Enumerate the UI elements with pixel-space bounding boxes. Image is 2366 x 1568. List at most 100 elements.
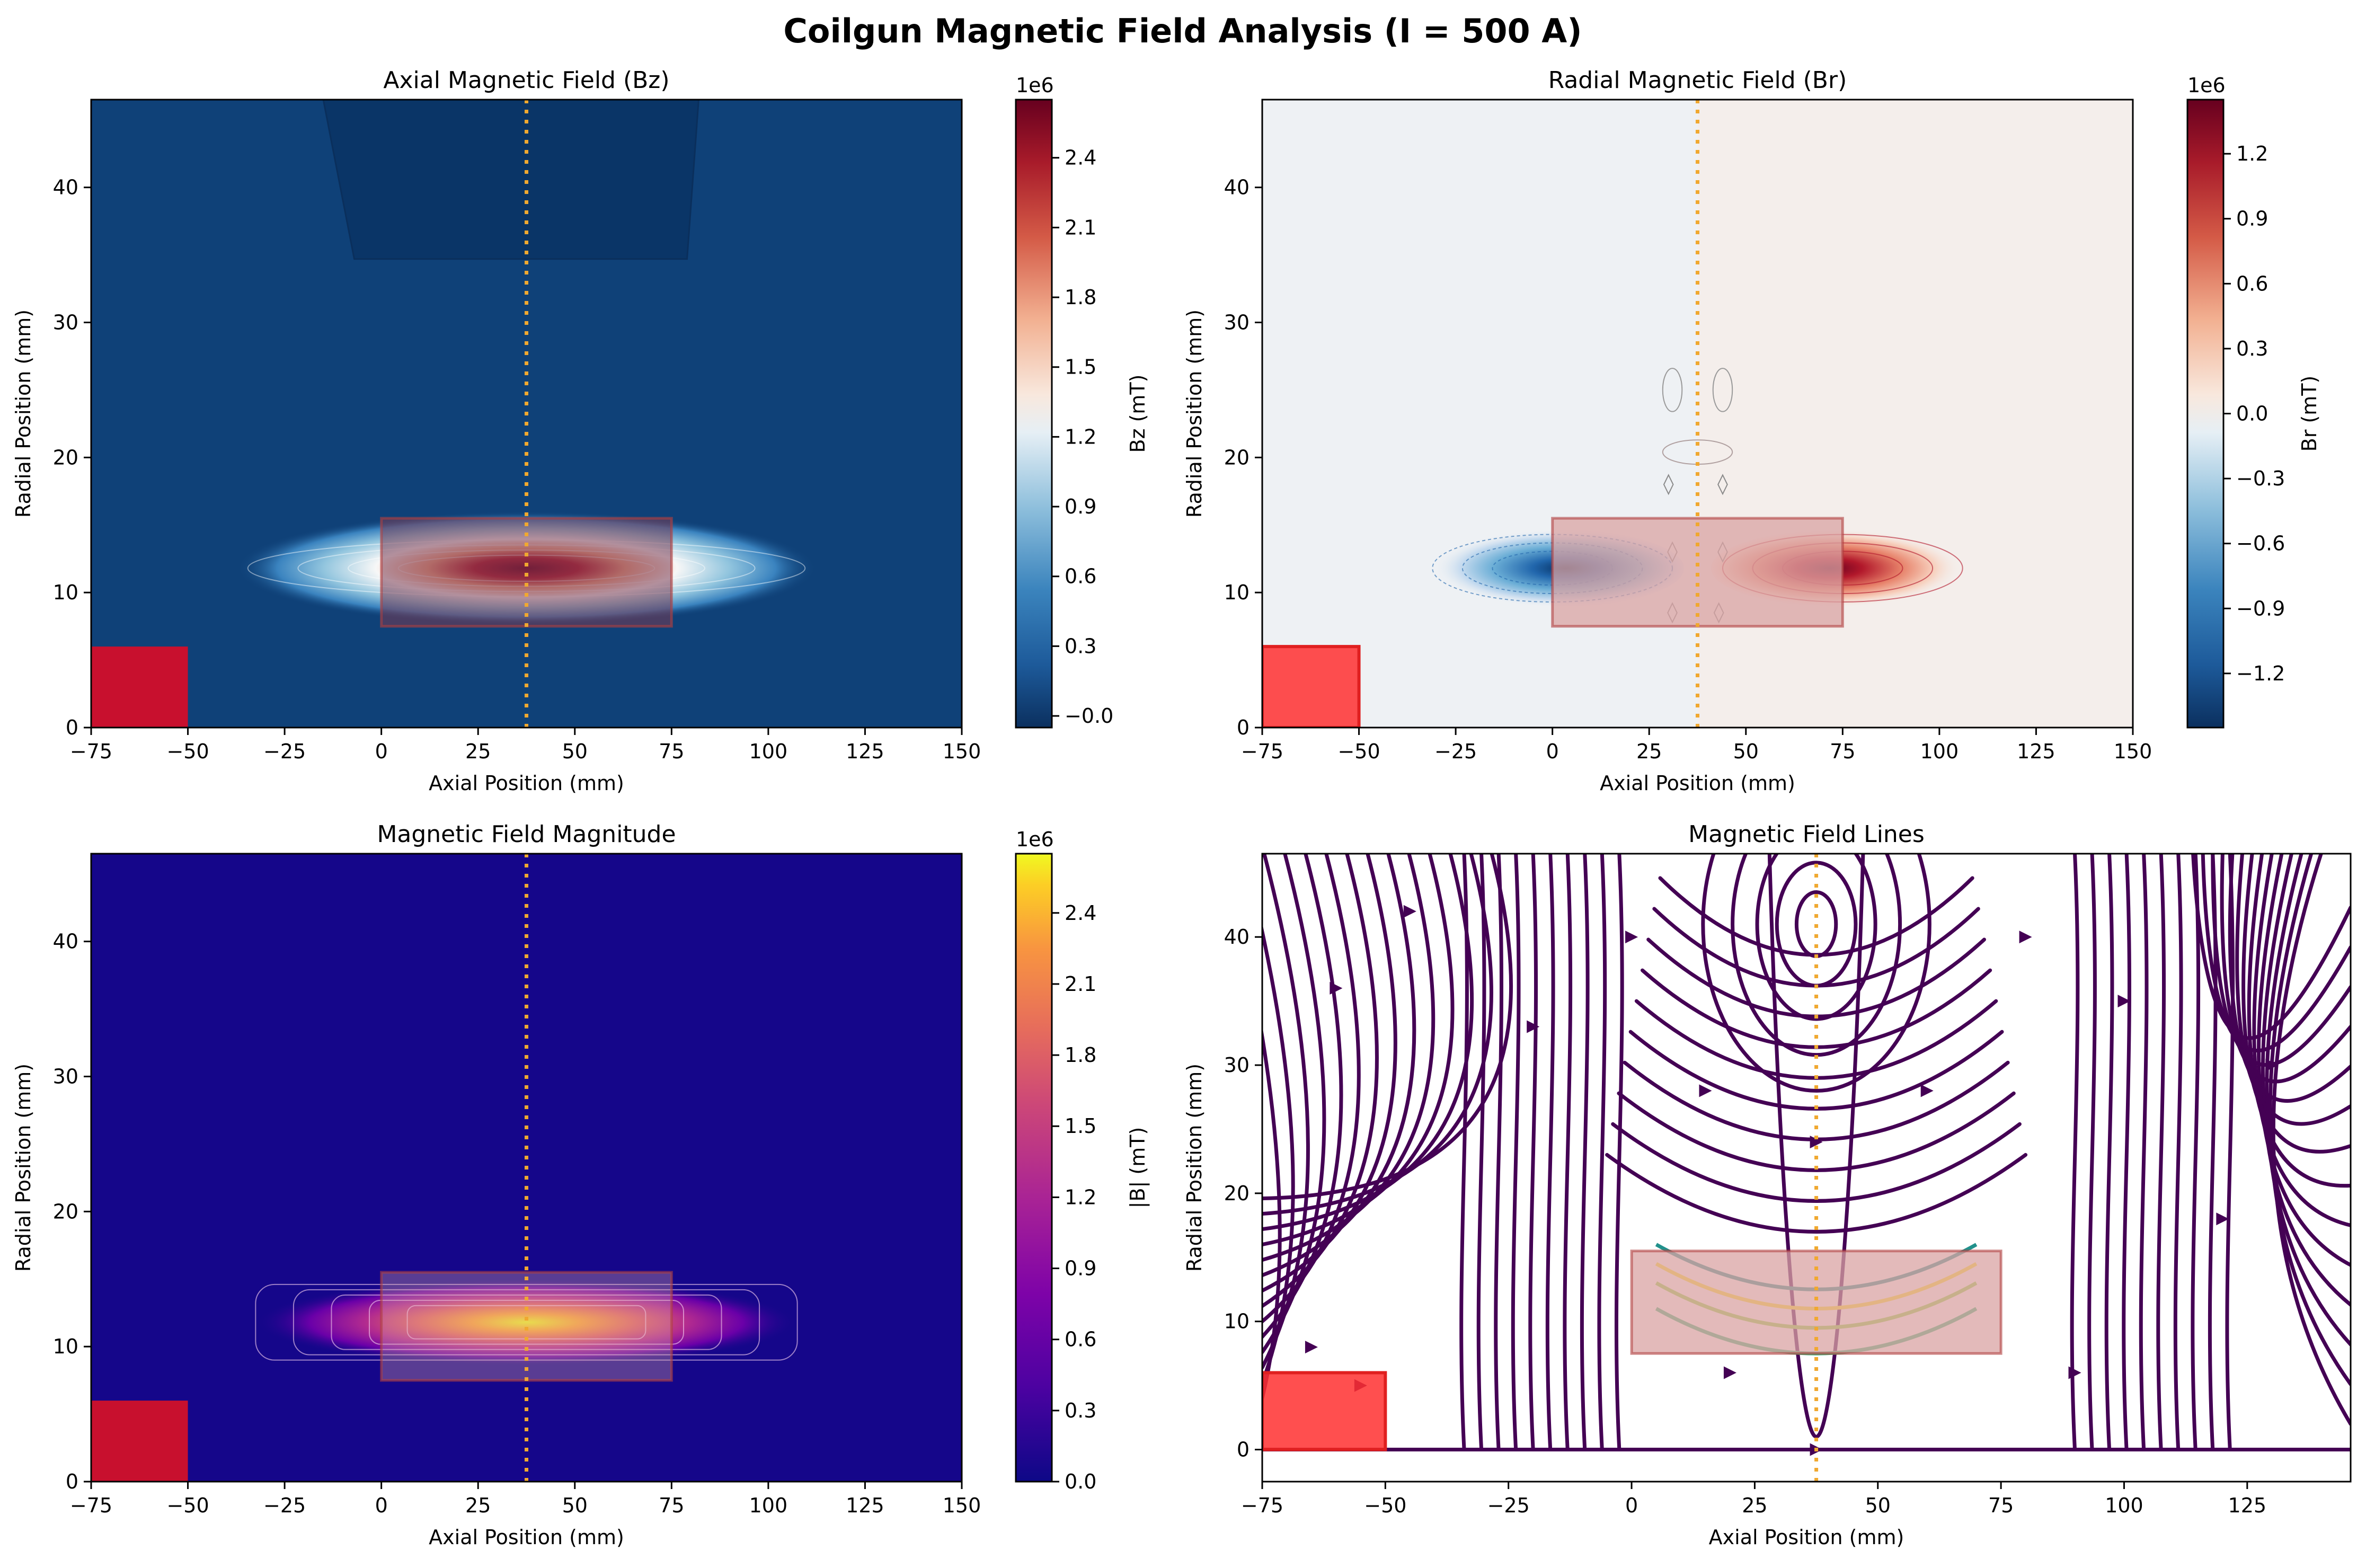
colorbar <box>1015 99 1053 729</box>
colorbar-tick-label: −0.9 <box>2236 597 2285 620</box>
x-tick-label: 50 <box>562 1494 588 1517</box>
colorbar-tick-label: −0.0 <box>1065 704 1113 728</box>
panel-title: Axial Magnetic Field (Bz) <box>383 67 669 94</box>
x-tick-label: −75 <box>1241 1494 1283 1517</box>
stream-arrow <box>2019 931 2032 944</box>
x-tick-label: −75 <box>70 1494 112 1517</box>
x-tick-label: 125 <box>846 740 884 763</box>
streamline <box>1580 854 1590 1452</box>
y-tick-label: 20 <box>1224 1182 1250 1205</box>
colorbar-tick-label: 0.3 <box>1065 1399 1096 1422</box>
y-tick-label: 30 <box>53 1065 78 1088</box>
stream-arrow <box>2265 1059 2279 1072</box>
colorbar-tick-label: 0.6 <box>1065 565 1096 588</box>
contour-artifact <box>1662 368 1683 412</box>
colorbar-tick-label: 0.0 <box>2236 402 2268 426</box>
colorbar-label: |B| (mT) <box>1126 1127 1150 1209</box>
streamline-loop <box>1731 854 1902 1057</box>
x-tick-label: 25 <box>1742 1494 1767 1517</box>
colorbar-offset: 1e6 <box>2187 74 2226 97</box>
streamline <box>2122 854 2131 1452</box>
x-tick-label: −50 <box>1364 1494 1406 1517</box>
y-tick-label: 10 <box>53 1335 78 1358</box>
streamline <box>1528 854 1538 1452</box>
x-tick-label: 0 <box>1546 740 1559 763</box>
colorbar-tick-label: 2.1 <box>1065 216 1096 239</box>
streamline <box>2220 854 2351 1084</box>
x-tick-label: 75 <box>659 740 684 763</box>
panel-title: Magnetic Field Magnitude <box>377 821 676 848</box>
streamline <box>1476 854 1486 1452</box>
x-tick-label: 50 <box>562 740 588 763</box>
streamline <box>2139 854 2149 1452</box>
stream-arrow <box>1305 1341 1318 1354</box>
streamline <box>1262 854 1343 1339</box>
colorbar-tick-label: 1.8 <box>1065 286 1096 309</box>
x-tick-label: −25 <box>263 740 306 763</box>
x-tick-label: 75 <box>1830 740 1855 763</box>
colorbar-tick-label: 0.9 <box>1065 495 1096 518</box>
streamline <box>2211 854 2351 1067</box>
stream-arrow <box>2068 1366 2081 1379</box>
streamline <box>1597 854 1607 1452</box>
streamline <box>2087 854 2097 1452</box>
projectile <box>91 1401 188 1482</box>
x-axis-label: Axial Position (mm) <box>429 1526 624 1549</box>
y-tick-label: 40 <box>1224 176 1250 199</box>
x-tick-label: −25 <box>1434 740 1477 763</box>
colorbar-tick-label: 2.4 <box>1065 901 1096 925</box>
streamline <box>1262 854 1493 1216</box>
contour-artifact <box>1717 474 1728 495</box>
y-tick-label: 0 <box>66 1470 78 1493</box>
streamline <box>1563 854 1573 1452</box>
figure-suptitle: Coilgun Magnetic Field Analysis (I = 500… <box>783 12 1582 50</box>
y-tick-label: 40 <box>53 176 78 199</box>
axes-frame <box>1261 99 2134 729</box>
x-axis-label: Axial Position (mm) <box>1709 1526 1904 1549</box>
x-tick-label: 150 <box>943 740 981 763</box>
streamline <box>1262 854 1435 1262</box>
y-tick-label: 40 <box>1224 925 1250 949</box>
streamline <box>2191 854 2201 1452</box>
panel-2: −75 −50 −25 0 25 50 75 100 125 150 0 10 20 30 40 Radial… <box>1183 67 2321 795</box>
streamline <box>1614 854 1624 1452</box>
streamline <box>1262 854 1397 1293</box>
colorbar-label: Bz (mT) <box>1126 375 1149 453</box>
y-tick-label: 0 <box>1237 716 1250 739</box>
streamline <box>2225 854 2235 1452</box>
colorbar-tick-label: 0.9 <box>1065 1257 1096 1280</box>
stream-arrow <box>1625 931 1638 944</box>
stream-arrow <box>2216 1212 2229 1226</box>
streamline <box>2228 854 2351 1103</box>
streamline <box>2201 854 2351 1052</box>
y-tick-label: 10 <box>53 581 78 604</box>
streamline <box>2235 854 2351 1126</box>
colorbar-tick-label: 0.6 <box>2236 272 2268 295</box>
x-tick-label: 0 <box>375 740 388 763</box>
plot-background <box>1262 854 2351 1482</box>
y-axis-label: Radial Position (mm) <box>1183 1064 1206 1272</box>
y-tick-label: 40 <box>53 930 78 953</box>
streamline <box>1611 1122 2022 1203</box>
low-field-region <box>322 100 699 260</box>
axes-frame <box>90 853 963 1483</box>
colorbar-tick-label: 1.2 <box>1065 425 1096 448</box>
plot-area <box>1262 100 2133 728</box>
x-tick-label: 75 <box>1988 1494 2014 1517</box>
colorbar-tick-label: 0.3 <box>2236 337 2268 360</box>
colorbar-tick-label: −0.3 <box>2236 467 2285 490</box>
x-tick-label: 25 <box>465 740 491 763</box>
colorbar-tick-label: 0.6 <box>1065 1328 1096 1351</box>
colorbar-tick-label: 2.1 <box>1065 972 1096 996</box>
projectile <box>91 646 188 728</box>
colorbar-tick-label: −0.6 <box>2236 532 2285 555</box>
contour-artifact <box>1663 474 1674 495</box>
colorbar <box>1015 853 1053 1483</box>
y-tick-label: 10 <box>1224 1310 1250 1333</box>
x-tick-label: 0 <box>1625 1494 1638 1517</box>
y-tick-label: 0 <box>1237 1438 1250 1461</box>
colorbar-tick-label: 1.2 <box>2236 142 2268 165</box>
y-axis-label: Radial Position (mm) <box>1183 309 1206 518</box>
x-tick-label: −75 <box>1241 740 1283 763</box>
